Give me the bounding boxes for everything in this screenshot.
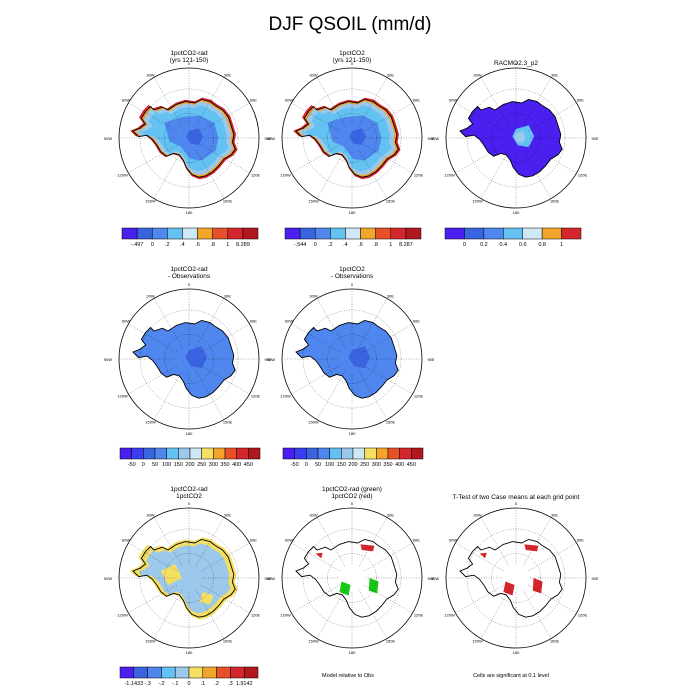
colorbar-box [119,666,135,679]
colorbar-label: 0 [142,462,145,468]
panel-title-line: 1pctCO2 [339,50,365,57]
panel-title-line: 1pctCO2 [339,266,365,273]
panel-title-p8: T-Test of two Case means at each grid po… [436,494,596,501]
panel-title-p4: 1pctCO2-rad - Observations [109,266,269,280]
caption-significance: Cells are significant at 0.1 level [473,673,549,679]
colorbar-label: 250 [360,462,369,468]
colorbar-box [216,666,231,679]
colorbar-label: 50 [315,462,321,468]
panel-title-p7: 1pctCO2-rad (green) 1pctCO2 (red) [272,486,432,500]
colorbar-label: .2 [165,242,170,248]
colorbar-box [243,666,259,679]
colorbar-box [202,666,217,679]
colorbar-label: 150 [174,462,183,468]
colorbar-label: 0 [463,242,466,248]
colorbar-label: .4 [180,242,185,248]
colorbar-label: 100 [325,462,334,468]
panel-title-p3: RACMO2.3_p2 [436,60,596,67]
colorbar-label: -50 [291,462,299,468]
colorbar-label: 0.2 [480,242,488,248]
panel-title-line: 1pctCO2-rad (green) [322,486,382,493]
colorbar-label: -1.1433 [124,681,143,687]
colorbar-label: .3 [228,681,233,687]
colorbar-label: 400 [395,462,404,468]
colorbar-box [248,447,261,460]
colorbar-label: -50 [128,462,136,468]
colorbar-box [161,666,176,679]
colorbar-label: .8 [373,242,378,248]
colorbar-box [242,227,259,240]
panel-title-line: T-Test of two Case means at each grid po… [452,494,580,501]
colorbar-box [174,666,190,679]
colorbar-label: 0.6 [519,242,527,248]
colorbar-box [405,227,422,240]
colorbar-label: -.497 [131,242,144,248]
colorbar-label: 0.8 [538,242,546,248]
colorbar-label: 100 [162,462,171,468]
colorbar-label: 1.9142 [236,681,253,687]
colorbar-label: 450 [244,462,253,468]
colorbar-label: 200 [348,462,357,468]
panel-title-line: 1pctCO2 [176,493,202,500]
panel-title-p2: 1pctCO2 (yrs 121-150) [272,50,432,64]
caption-model-relative: Model relative to Obs [322,673,374,679]
panel-title-line: - Observations [330,273,374,280]
colorbar-label: 1 [226,242,229,248]
colorbar-label: .6 [195,242,200,248]
panel-title-p1: 1pctCO2-rad (yrs 121-150) [109,50,269,64]
colorbar-label: 350 [383,462,392,468]
panel-title-line: 1pctCO2-rad [170,50,208,57]
panel-title-line: (yrs 121-150) [332,57,372,64]
panel-title-p6: 1pctCO2-rad 1pctCO2 [109,486,269,500]
panel-title-line: 1pctCO2-rad [170,486,208,493]
colorbar-label: 300 [372,462,381,468]
colorbar-box [230,666,245,679]
colorbar-label: .4 [343,242,348,248]
colorbar-label: .2 [214,681,219,687]
colorbar-label: -.544 [294,242,307,248]
colorbar-label: 0 [187,681,190,687]
panel-title-line: - Observations [167,273,211,280]
colorbar-box [188,666,204,679]
colorbar-label: 50 [152,462,158,468]
colorbar-label: 1 [560,242,563,248]
colorbar-box [561,227,582,240]
colorbar-box [133,666,148,679]
panel-title-line: 1pctCO2 (red) [331,493,373,500]
colorbar-label: 200 [185,462,194,468]
colorbar-label: 300 [209,462,218,468]
colorbar-label: 0.4 [499,242,507,248]
colorbar-label: 350 [220,462,229,468]
colorbar-label: 250 [197,462,206,468]
panel-title-line: RACMO2.3_p2 [493,60,539,67]
colorbar-label: .8 [210,242,215,248]
colorbar-box [411,447,424,460]
colorbar-label: 0 [305,462,308,468]
colorbar-label: .6 [358,242,363,248]
colorbar-label: 450 [407,462,416,468]
panel-title-line: (yrs 121-150) [169,57,209,64]
panel-title-p5: 1pctCO2- Observations [272,266,432,280]
colorbar-label: -.2 [158,681,164,687]
colorbar-label: .2 [328,242,333,248]
panel-title-line: 1pctCO2-rad [170,266,208,273]
colorbar-label: 8.287 [399,242,413,248]
colorbar-label: 400 [232,462,241,468]
figure-title: DJF QSOIL (mm/d) [268,14,432,35]
colorbar-label: .1 [201,681,206,687]
colorbar-label: -.1 [172,681,178,687]
colorbar-label: 8.289 [236,242,250,248]
colorbar-label: 1 [389,242,392,248]
colorbar-box [147,666,162,679]
colorbar-label: -.3 [144,681,150,687]
colorbar-label: 150 [337,462,346,468]
colorbar-label: 0 [314,242,317,248]
colorbar-label: 0 [151,242,154,248]
